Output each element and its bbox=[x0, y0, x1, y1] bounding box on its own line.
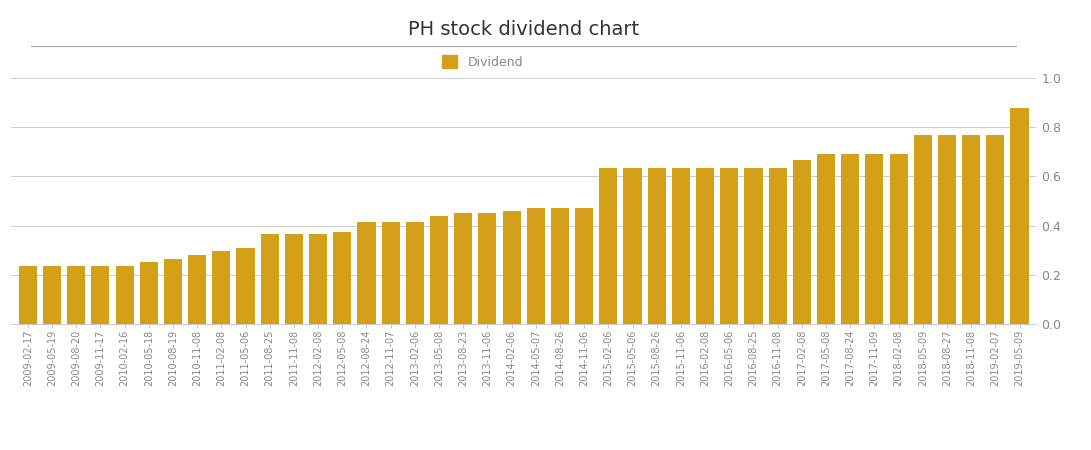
Bar bbox=[648, 168, 666, 324]
Bar bbox=[140, 262, 158, 324]
Bar bbox=[720, 168, 739, 324]
Bar bbox=[889, 154, 908, 324]
Bar bbox=[1010, 108, 1029, 324]
Bar bbox=[309, 234, 327, 324]
Bar bbox=[213, 252, 230, 324]
Bar bbox=[68, 266, 85, 324]
Bar bbox=[430, 216, 448, 324]
Bar bbox=[672, 168, 690, 324]
Bar bbox=[599, 168, 618, 324]
Bar bbox=[696, 168, 715, 324]
Bar bbox=[503, 211, 520, 324]
Bar bbox=[623, 168, 642, 324]
Bar bbox=[865, 154, 884, 324]
Bar bbox=[382, 222, 399, 324]
Legend: Dividend: Dividend bbox=[437, 50, 528, 74]
Bar bbox=[527, 208, 544, 324]
Bar bbox=[913, 135, 932, 324]
Bar bbox=[938, 135, 956, 324]
Bar bbox=[768, 168, 787, 324]
Bar bbox=[333, 232, 351, 324]
Bar bbox=[285, 234, 303, 324]
Bar bbox=[575, 208, 594, 324]
Bar bbox=[841, 154, 860, 324]
Bar bbox=[261, 234, 279, 324]
Bar bbox=[19, 266, 37, 324]
Bar bbox=[793, 160, 811, 324]
Bar bbox=[744, 168, 763, 324]
Bar bbox=[92, 266, 109, 324]
Bar bbox=[237, 248, 254, 324]
Bar bbox=[116, 266, 134, 324]
Bar bbox=[358, 222, 375, 324]
Bar bbox=[454, 213, 472, 324]
Bar bbox=[188, 255, 206, 324]
Bar bbox=[164, 259, 182, 324]
Bar bbox=[43, 266, 61, 324]
Bar bbox=[478, 213, 496, 324]
Bar bbox=[551, 208, 570, 324]
Bar bbox=[406, 222, 424, 324]
Text: PH stock dividend chart: PH stock dividend chart bbox=[408, 20, 639, 39]
Bar bbox=[986, 135, 1005, 324]
Bar bbox=[817, 154, 835, 324]
Bar bbox=[962, 135, 980, 324]
